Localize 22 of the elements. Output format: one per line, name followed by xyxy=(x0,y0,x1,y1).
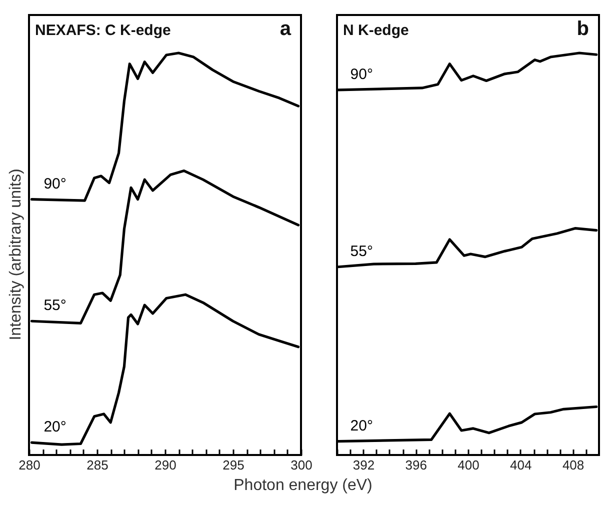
x-tick-label: 392 xyxy=(352,458,375,472)
series-label: 20° xyxy=(44,418,66,436)
chart-title: NEXAFS: C K-edge xyxy=(35,22,171,39)
series-label: 90° xyxy=(44,175,66,192)
text: b xyxy=(576,18,589,40)
x-tick-label: 408 xyxy=(562,458,584,472)
x-tick-label: 300 xyxy=(290,458,312,472)
x-tick-label: 280 xyxy=(18,458,40,472)
x-tick-label: 295 xyxy=(222,458,244,472)
series-label: 20° xyxy=(350,417,373,434)
text: a xyxy=(280,18,292,40)
series-label: 55° xyxy=(350,242,373,260)
series-label: 55° xyxy=(44,297,66,314)
x-tick-label: 290 xyxy=(154,458,176,472)
x-axis-title: Photon energy (eV) xyxy=(234,477,372,494)
x-tick-label: 404 xyxy=(510,458,532,472)
y-axis-title: Intensity (arbitrary units) xyxy=(8,168,24,340)
x-tick-label: 285 xyxy=(86,458,108,472)
chart-title: N K-edge xyxy=(343,22,409,39)
series-label: 90° xyxy=(350,66,373,83)
x-tick-label: 400 xyxy=(458,458,480,472)
x-tick-label: 396 xyxy=(405,458,427,472)
